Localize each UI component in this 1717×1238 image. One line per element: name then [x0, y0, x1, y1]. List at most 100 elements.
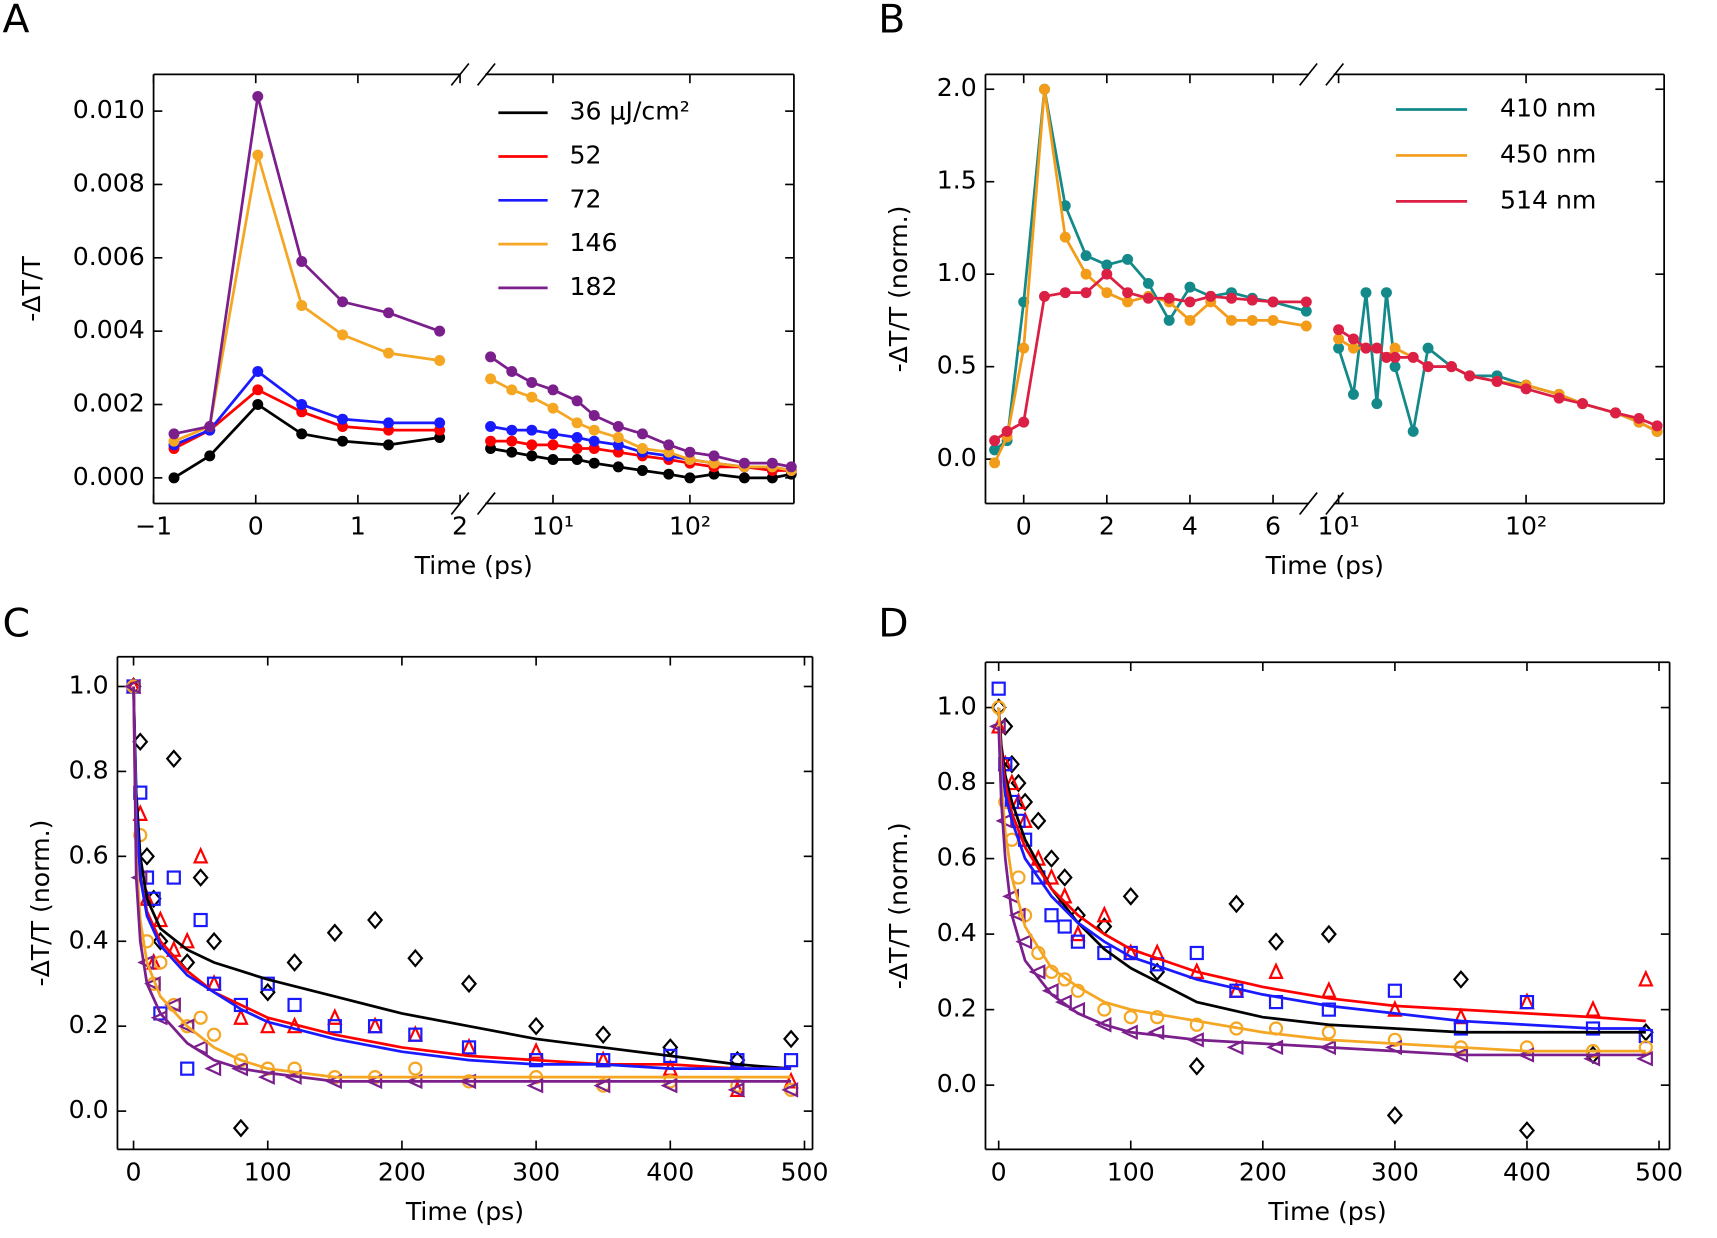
data-point [1452, 970, 1469, 989]
data-point [1018, 342, 1030, 354]
data-point [383, 347, 395, 359]
data-point [526, 450, 538, 462]
x-tick-label: 300 [512, 1157, 560, 1186]
data-point [1142, 292, 1154, 304]
y-tick-label: 1.0 [69, 670, 109, 699]
x-tick-label: 200 [378, 1157, 426, 1186]
x-tick-label: 4 [1182, 512, 1198, 541]
data-point [766, 457, 778, 469]
data-point [1333, 324, 1345, 336]
data-point [526, 424, 538, 436]
data-point [1015, 933, 1033, 950]
x-tick-label: 0 [991, 1157, 1007, 1186]
fit-line [132, 686, 792, 1079]
data-point [1226, 292, 1237, 304]
x-tick-label: 200 [1239, 1157, 1287, 1186]
data-point [252, 149, 264, 161]
data-point [327, 1019, 342, 1034]
data-point [485, 435, 497, 447]
data-point [1188, 1056, 1205, 1076]
data-point [1226, 1039, 1244, 1056]
data-point [192, 846, 209, 864]
data-point [1422, 361, 1434, 373]
data-point [252, 384, 264, 396]
legend-label: 182 [570, 272, 618, 301]
x-tick-label: 2 [1099, 512, 1115, 541]
data-point [1321, 1002, 1336, 1017]
data-point [1360, 287, 1372, 299]
data-point [1189, 1017, 1204, 1032]
x-tick-label: 10¹ [532, 512, 574, 541]
x-tick-label: 1 [350, 512, 366, 541]
data-point [1163, 292, 1175, 304]
data-point [1044, 908, 1059, 923]
y-axis-label: -ΔT/T [17, 256, 46, 322]
y-tick-label: 1.5 [937, 166, 977, 195]
data-point [547, 439, 559, 451]
data-point [989, 457, 1001, 469]
data-point [1519, 994, 1535, 1010]
data-point [287, 997, 302, 1013]
x-tick-label: 6 [1265, 512, 1281, 541]
data-point [485, 351, 497, 363]
data-point [166, 870, 181, 885]
legend-label: 36 μJ/cm² [570, 97, 690, 126]
data-point [588, 410, 600, 421]
data-point [547, 402, 559, 414]
data-point [729, 1080, 746, 1098]
y-tick-label: 0.2 [69, 1010, 109, 1039]
data-point [296, 428, 308, 440]
data-point [383, 307, 395, 319]
data-point [1389, 342, 1401, 354]
fit-line [997, 726, 1646, 1057]
y-axis-label: -ΔT/T (norm.) [884, 206, 913, 373]
x-tick-label: 100 [1107, 1157, 1155, 1186]
data-point [252, 399, 264, 410]
data-point [1553, 392, 1565, 404]
data-point [738, 457, 750, 469]
data-point [1422, 342, 1434, 354]
data-point [781, 1082, 799, 1098]
legend-label: 72 [570, 184, 602, 213]
data-point [1389, 351, 1401, 363]
data-point [1059, 287, 1071, 299]
y-tick-label: 0.008 [73, 168, 145, 197]
legend-label: 514 nm [1500, 185, 1596, 214]
data-point [571, 417, 583, 429]
data-point [1246, 314, 1258, 326]
data-point [1633, 412, 1645, 424]
data-point [461, 1040, 477, 1055]
legend-label: 146 [570, 228, 618, 257]
data-point [204, 421, 216, 432]
y-tick-label: 0.6 [69, 840, 109, 869]
y-axis-label: -ΔT/T (norm.) [26, 820, 55, 987]
data-point [1387, 983, 1403, 998]
x-axis-label: Time (ps) [1267, 1197, 1386, 1226]
series-line [993, 88, 1307, 451]
data-point [337, 329, 349, 341]
data-point [1268, 962, 1284, 979]
series-line [993, 272, 1307, 442]
data-point [1246, 294, 1258, 306]
data-point [1464, 370, 1476, 382]
data-point [206, 931, 223, 951]
data-point [252, 366, 264, 377]
data-point [1347, 342, 1359, 354]
data-point [1080, 268, 1092, 280]
data-point [193, 1010, 208, 1025]
fit-line [132, 686, 792, 1083]
y-tick-label: 1.0 [937, 258, 977, 287]
data-point [1101, 259, 1113, 271]
x-tick-label: 400 [1503, 1157, 1551, 1186]
data-point [1380, 287, 1392, 299]
y-tick-label: 0.6 [937, 843, 977, 872]
y-tick-label: 0.4 [69, 925, 109, 954]
data-point [1184, 314, 1196, 326]
data-point [434, 325, 446, 337]
data-point [260, 976, 275, 991]
data-point [596, 1053, 611, 1068]
data-point [1387, 999, 1403, 1017]
data-point [1407, 351, 1419, 363]
data-point [571, 454, 583, 465]
data-point [1518, 1121, 1535, 1140]
